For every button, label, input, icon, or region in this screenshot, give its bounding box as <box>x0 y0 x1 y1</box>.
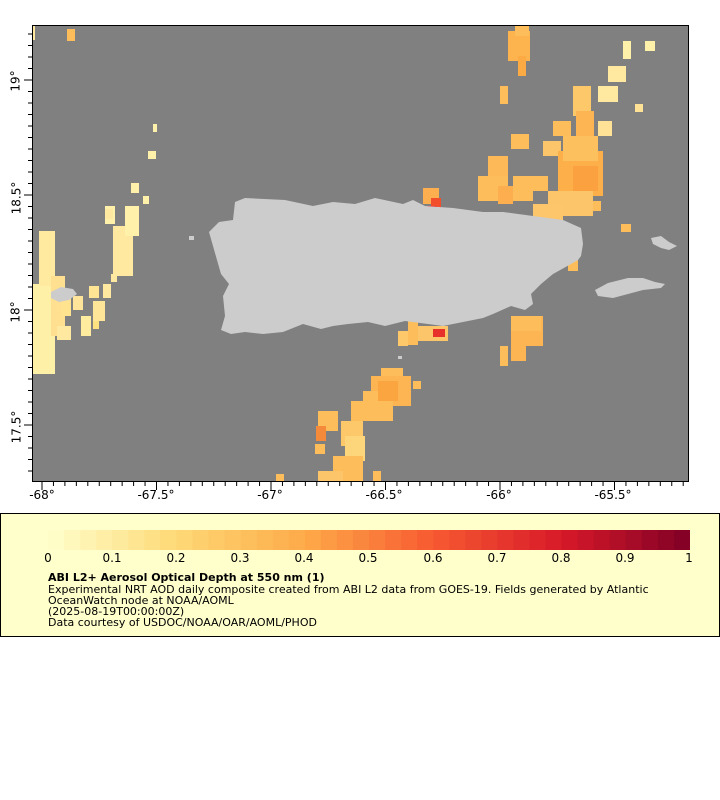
colorbar-cell <box>577 530 595 550</box>
colorbar-cell <box>128 530 145 550</box>
colorbar-cell <box>320 530 338 550</box>
desecheo-island <box>189 236 194 240</box>
y-axis-tick-marks <box>24 33 32 472</box>
colorbar-cell <box>657 530 675 550</box>
culebra-island <box>651 236 677 250</box>
caja-de-muertos <box>398 356 402 359</box>
colorbar-cell <box>481 530 498 550</box>
colorbar-cell <box>593 530 611 550</box>
colorbar-cell <box>609 530 627 550</box>
colorbar-cell <box>224 530 242 550</box>
y-tick-label-19: 19° <box>8 70 23 92</box>
y-tick-label-17-5: 17.5° <box>9 410 24 444</box>
x-tick-label-66-5: -66.5° <box>365 488 403 502</box>
x-tick-label-65-5: -65.5° <box>594 488 632 502</box>
map-frame <box>32 25 689 482</box>
colorbar-tick-0-5: 0.5 <box>358 551 378 565</box>
colorbar-cell <box>176 530 193 550</box>
y-tick-label-18: 18° <box>8 301 23 323</box>
colorbar-cell <box>545 530 563 550</box>
colorbar-tick-0: 0 <box>44 551 52 565</box>
colorbar-cell <box>80 530 97 550</box>
colorbar-cell <box>336 530 354 550</box>
colorbar-cell <box>401 530 418 550</box>
legend-panel: 0 0.1 0.2 0.3 0.4 0.5 0.6 0.7 0.8 0.9 1 … <box>0 513 720 637</box>
colorbar-cell <box>64 530 81 550</box>
colorbar-cell <box>625 530 643 550</box>
legend-date: (2025-08-19T00:00:00Z) <box>48 605 185 618</box>
colorbar-cell <box>417 530 434 550</box>
colorbar-cell <box>272 530 290 550</box>
legend-description-line-1: Experimental NRT AOD daily composite cre… <box>48 583 649 596</box>
colorbar-tick-0-4: 0.4 <box>294 551 314 565</box>
colorbar-cell <box>160 530 177 550</box>
colorbar-cell <box>449 530 466 550</box>
colorbar-cell <box>48 530 65 550</box>
vieques-island <box>595 278 665 298</box>
aod-map <box>33 26 688 481</box>
colorbar-cell <box>256 530 274 550</box>
colorbar-tick-0-8: 0.8 <box>551 551 571 565</box>
colorbar-cell <box>288 530 306 550</box>
colorbar-cell <box>513 530 530 550</box>
axis-ticks <box>24 33 684 490</box>
colorbar-cells <box>48 530 690 550</box>
colorbar-tick-0-1: 0.1 <box>102 551 122 565</box>
colorbar-cell <box>112 530 129 550</box>
colorbar-cell <box>641 530 659 550</box>
colorbar-cell <box>529 530 547 550</box>
colorbar-cell <box>497 530 514 550</box>
colorbar-tick-0-7: 0.7 <box>487 551 507 565</box>
colorbar-cell <box>304 530 322 550</box>
colorbar-tick-0-2: 0.2 <box>166 551 186 565</box>
colorbar <box>48 530 690 550</box>
colorbar-cell <box>144 530 161 550</box>
colorbar-tick-0-6: 0.6 <box>423 551 443 565</box>
mona-island <box>51 287 77 302</box>
colorbar-tick-1: 1 <box>685 551 693 565</box>
colorbar-cell <box>352 530 370 550</box>
aod-pixels <box>33 26 655 481</box>
colorbar-cell <box>96 530 113 550</box>
x-tick-label-67: -67° <box>257 488 283 502</box>
colorbar-cell <box>673 530 690 550</box>
y-tick-label-18-5: 18.5° <box>9 181 24 215</box>
colorbar-cell <box>240 530 258 550</box>
colorbar-tick-0-3: 0.3 <box>230 551 250 565</box>
x-tick-label-67-5: -67.5° <box>137 488 175 502</box>
colorbar-cell <box>433 530 450 550</box>
legend-title: ABI L2+ Aerosol Optical Depth at 550 nm … <box>48 571 325 584</box>
x-tick-label-68: -68° <box>29 488 55 502</box>
x-axis-tick-marks <box>41 482 684 490</box>
legend-credit: Data courtesy of USDOC/NOAA/OAR/AOML/PHO… <box>48 616 317 629</box>
colorbar-tick-0-9: 0.9 <box>615 551 635 565</box>
colorbar-cell <box>208 530 226 550</box>
puerto-rico-main-island <box>209 198 583 334</box>
legend-description-line-2: OceanWatch node at NOAA/AOML <box>48 594 234 607</box>
colorbar-cell <box>192 530 209 550</box>
colorbar-cell <box>369 530 386 550</box>
land-areas <box>51 198 677 359</box>
colorbar-cell <box>561 530 579 550</box>
colorbar-cell <box>385 530 402 550</box>
x-tick-label-66: -66° <box>486 488 512 502</box>
colorbar-cell <box>465 530 482 550</box>
